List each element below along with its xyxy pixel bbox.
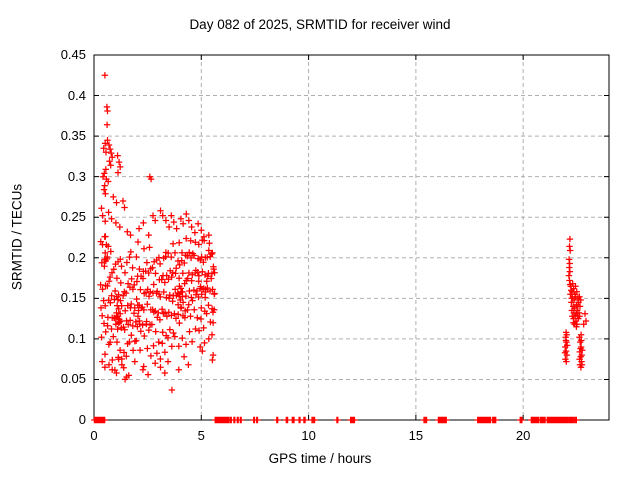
x-tick-label: 5 [197,428,205,443]
chart-title: Day 082 of 2025, SRMTID for receiver win… [189,17,451,32]
y-tick-label: 0.4 [67,87,86,103]
y-axis-label: SRMTID / TECUs [9,183,25,291]
gridlines [94,55,609,420]
y-tick-label: 0.45 [60,47,86,62]
data-points [91,72,590,424]
x-tick-label: 20 [515,428,531,443]
plot-frame [93,54,610,421]
y-tick-label: 0.15 [60,290,86,306]
x-axis-label: GPS time / hours [268,451,372,466]
y-tick-label: 0.2 [67,249,86,265]
x-tick-label: 0 [90,428,98,443]
y-tick-label: 0.1 [67,330,86,346]
x-tick-label: 10 [301,428,316,443]
y-tick-label: 0.35 [60,128,86,144]
y-tick-label: 0.3 [67,168,86,184]
tick-marks [93,54,609,421]
y-tick-label: 0.25 [60,209,86,225]
y-tick-label: 0.05 [60,371,86,387]
x-tick-label: 15 [408,428,424,443]
y-tick-label: 0 [78,412,86,427]
